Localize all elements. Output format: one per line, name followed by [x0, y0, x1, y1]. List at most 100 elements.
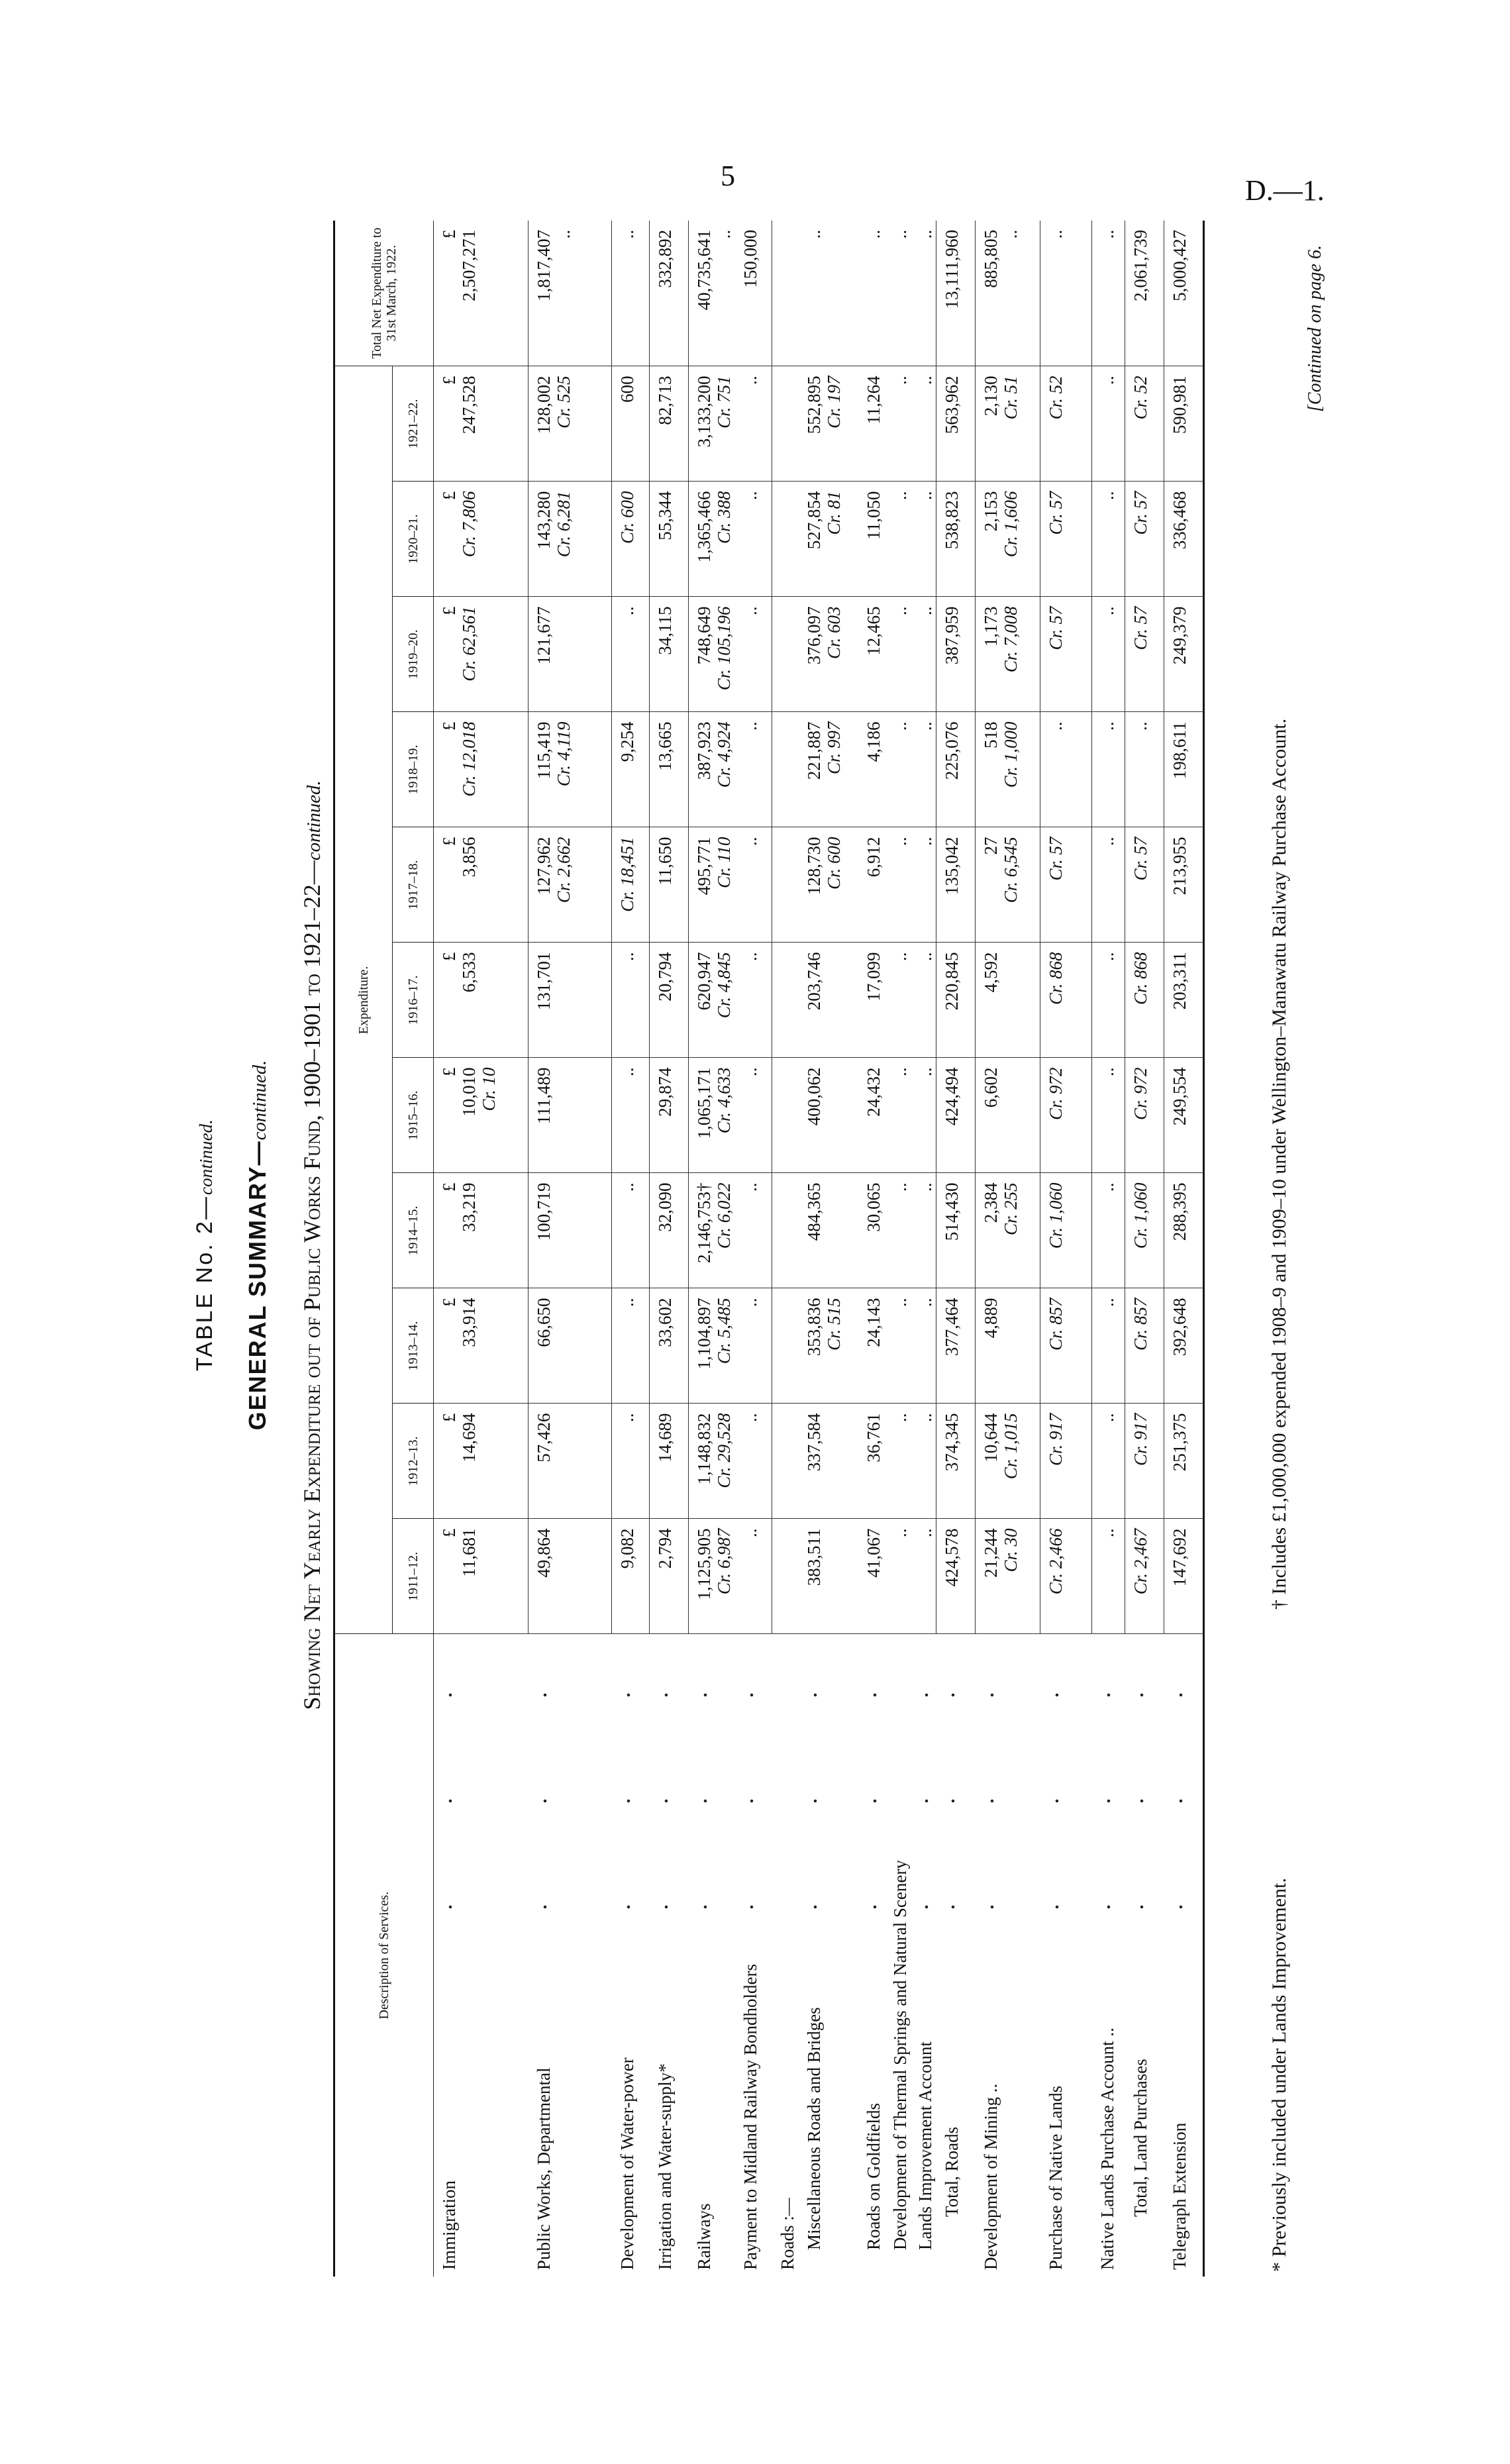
amount-value: ..: [1097, 952, 1117, 962]
amount-cell: 55,344: [649, 482, 689, 597]
amount-value: 10,010: [459, 1067, 479, 1117]
currency-symbol: £: [439, 721, 459, 731]
amount-value: 33,602: [655, 1298, 675, 1347]
currency-symbol: £: [439, 1413, 459, 1423]
amount-cell: 135,042: [936, 827, 976, 943]
amount-value: ..: [889, 1413, 910, 1423]
amount-cell: [772, 1404, 799, 1519]
amount-cell: ..: [909, 712, 936, 827]
dot-leader: [1136, 1642, 1146, 1961]
credit-value: Cr. 52: [1046, 376, 1066, 420]
amount-value: 150,000: [740, 229, 760, 288]
amount-cell: 14,689: [649, 1404, 689, 1519]
credit-value: Cr. 515: [823, 1298, 844, 1351]
amount-cell: ..: [734, 597, 772, 712]
credit-value: Cr. 29,528: [714, 1413, 734, 1488]
amount-cell: 552,895 Cr. 197: [798, 366, 858, 482]
amount-cell: Cr. 57: [1125, 482, 1164, 597]
amount-value: 247,528: [459, 376, 479, 435]
amount-cell: 9,254: [611, 712, 650, 827]
amount-value: 10,644: [981, 1413, 1001, 1463]
subtitle-text: Showing Net Yearly Expenditure out of Pu…: [299, 860, 325, 1710]
amount-value: ..: [740, 1298, 760, 1308]
amount-cell: 221,887 Cr. 997: [798, 712, 858, 827]
amount-value: 11,050: [863, 491, 883, 540]
amount-cell: ..: [734, 366, 772, 482]
currency-symbol: £: [439, 1067, 459, 1077]
amount-cell: 4,186: [858, 712, 885, 827]
amount-cell: 424,578: [936, 1519, 976, 1634]
amount-value: 1,173: [981, 606, 1001, 647]
amount-cell: Cr. 868: [1125, 943, 1164, 1058]
amount-value: 251,375: [1170, 1413, 1189, 1472]
amount-cell: Cr. 57: [1125, 827, 1164, 943]
amount-value: 32,090: [655, 1182, 675, 1232]
year-header: 1915–16.: [392, 1058, 434, 1173]
amount-cell: £11,681: [433, 1519, 528, 1634]
amount-cell: Cr. 57: [1040, 482, 1092, 597]
amount-value: 538,823: [942, 491, 962, 550]
year-header: 1912–13.: [392, 1404, 434, 1519]
amount-value: ..: [889, 229, 910, 239]
amount-cell: ..: [909, 597, 936, 712]
amount-value: ..: [915, 491, 935, 501]
amount-value: 221,887: [803, 721, 824, 780]
amount-value: 3,856: [459, 837, 479, 878]
amount-value: 2,153: [981, 491, 1001, 532]
amount-value: ..: [889, 837, 910, 847]
amount-value: 1,817,407: [534, 229, 554, 301]
total-cell: [772, 220, 799, 366]
amount-cell: 383,511: [798, 1519, 858, 1634]
amount-value: 1,125,905: [694, 1528, 714, 1600]
amount-value: ..: [889, 952, 910, 962]
amount-cell: 1,065,171 Cr. 4,633: [688, 1058, 735, 1173]
service-label-text: Native Lands Purchase Account ..: [1097, 2028, 1117, 2270]
service-label: Railways: [689, 1634, 735, 2277]
currency-symbol: £: [439, 837, 459, 847]
amount-cell: [772, 943, 799, 1058]
amount-cell: ..: [611, 597, 650, 712]
expenditure-group-header: Expenditure.: [334, 366, 393, 1634]
dot-leader: [540, 1642, 550, 1961]
total-cell: 40,735,641..: [688, 220, 735, 366]
amount-cell: 34,115: [649, 597, 689, 712]
amount-cell: 10,644 Cr. 1,015: [975, 1404, 1040, 1519]
amount-value: ..: [889, 721, 910, 731]
amount-value: ..: [915, 952, 935, 962]
amount-cell: 392,648: [1164, 1288, 1204, 1404]
service-label-text: Immigration: [439, 2181, 459, 2270]
amount-value: 4,889: [981, 1298, 1001, 1339]
amount-value: 495,771: [694, 837, 714, 896]
amount-cell: 225,076: [936, 712, 976, 827]
amount-value: 13,665: [655, 721, 675, 771]
amount-value: 6,533: [459, 952, 479, 993]
credit-value: Cr. 868: [1131, 952, 1150, 1005]
credit-value: Cr. 1,606: [1001, 491, 1021, 558]
table-row: Development of Mining .. 21,244 Cr. 30 10,6…: [975, 220, 1040, 2277]
amount-value: 1,065,171: [694, 1067, 714, 1139]
amount-value: 392,648: [1170, 1298, 1189, 1357]
amount-value: 14,694: [459, 1413, 479, 1463]
amount-cell: ..: [884, 1288, 910, 1404]
amount-cell: 128,730 Cr. 600: [798, 827, 858, 943]
year-header: 1917–18.: [392, 827, 434, 943]
amount-cell: ..: [884, 366, 910, 482]
service-label-text: Purchase of Native Lands: [1045, 2085, 1066, 2270]
continued-label: continued.: [303, 780, 325, 861]
amount-value: ..: [1097, 1528, 1117, 1538]
description-header: Description of Services.: [334, 1634, 434, 2277]
amount-value: 518: [981, 721, 1001, 749]
amount-cell: 376,097 Cr. 603: [798, 597, 858, 712]
year-header: 1920–21.: [392, 482, 434, 597]
amount-value: ..: [740, 606, 760, 616]
amount-value: 21,244: [981, 1528, 1001, 1578]
amount-value: ..: [740, 1067, 760, 1077]
amount-cell: £3,856: [433, 827, 528, 943]
amount-cell: [772, 597, 799, 712]
amount-value: ..: [617, 1067, 637, 1077]
dot-leader: [1176, 1642, 1185, 1961]
continued-label: continued.: [196, 1119, 216, 1196]
amount-value: ..: [889, 376, 910, 385]
total-cell: £2,507,271: [433, 220, 528, 366]
amount-value: 424,494: [942, 1067, 962, 1126]
